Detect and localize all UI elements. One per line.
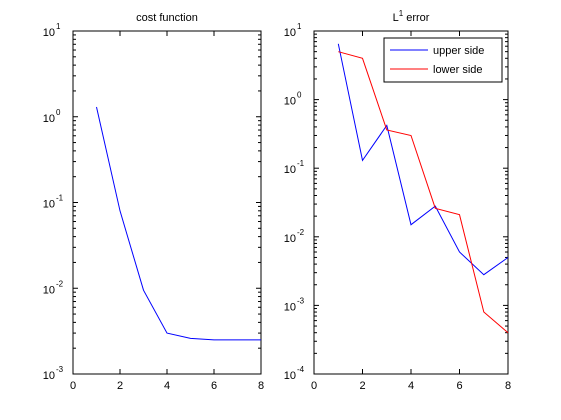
y-tick-exponent: -2: [56, 279, 64, 288]
x-tick-label: 2: [359, 380, 365, 392]
y-tick-label: 10: [284, 27, 296, 39]
y-tick-label: 10: [284, 301, 296, 313]
y-tick-label: 10: [284, 96, 296, 108]
y-tick-exponent: 1: [56, 22, 61, 31]
y-tick-label: 10: [43, 113, 55, 125]
x-tick-label: 6: [456, 380, 462, 392]
legend-box: [383, 37, 503, 83]
y-tick-exponent: -1: [56, 194, 64, 203]
x-tick-label: 2: [117, 380, 123, 392]
x-tick-label: 0: [70, 380, 76, 392]
legend-label: upper side: [433, 45, 484, 57]
y-tick-exponent: -4: [297, 365, 305, 374]
x-tick-label: 8: [505, 380, 511, 392]
x-tick-label: 8: [258, 380, 264, 392]
y-tick-exponent: 0: [297, 91, 302, 100]
y-tick-exponent: -3: [56, 365, 64, 374]
y-tick-label: 10: [43, 370, 55, 382]
y-tick-exponent: -2: [297, 228, 305, 237]
y-tick-label: 10: [43, 199, 55, 211]
x-tick-label: 6: [211, 380, 217, 392]
series-line-lower-side: [338, 51, 509, 334]
y-tick-label: 10: [43, 27, 55, 39]
series-line-1: [96, 106, 261, 341]
x-tick-label: 0: [311, 380, 317, 392]
y-tick-label: 10: [284, 370, 296, 382]
chart-title: cost function: [136, 12, 198, 24]
legend-label: lower side: [433, 64, 483, 76]
x-tick-label: 4: [164, 380, 170, 392]
plot-area: [313, 30, 509, 375]
y-tick-label: 10: [43, 284, 55, 296]
x-tick-label: 4: [408, 380, 414, 392]
plot-area: [72, 30, 262, 375]
legend: upper side lower side: [383, 37, 503, 83]
series-line-upper-side: [337, 43, 509, 276]
y-tick-exponent: -1: [297, 159, 305, 168]
y-tick-label: 10: [284, 164, 296, 176]
y-tick-label: 10: [284, 233, 296, 245]
y-tick-exponent: -3: [297, 296, 305, 305]
y-tick-exponent: 1: [297, 22, 302, 31]
y-tick-exponent: 0: [56, 108, 61, 117]
chart-title: L1 error: [393, 9, 430, 24]
